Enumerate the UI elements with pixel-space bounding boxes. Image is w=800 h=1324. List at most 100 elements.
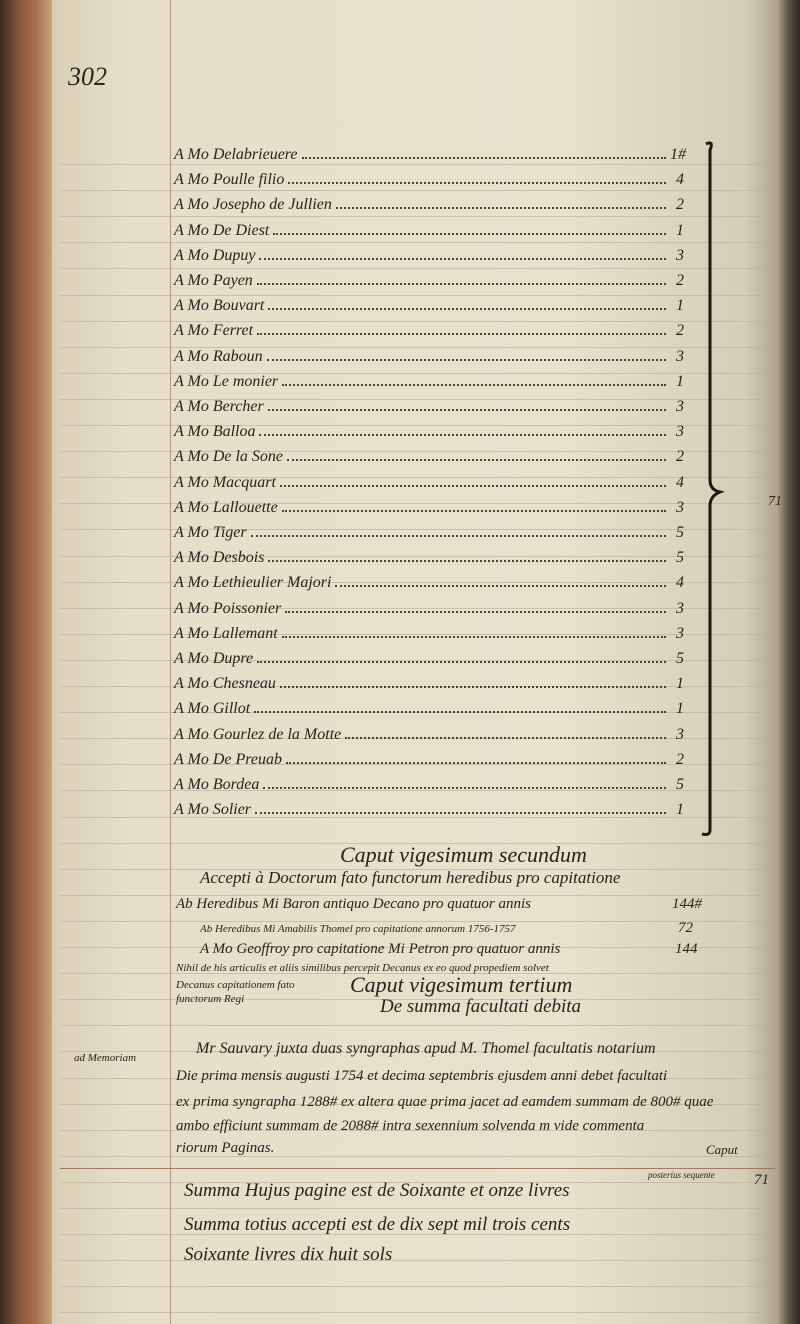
- payer-name: A Mo Raboun: [174, 348, 263, 365]
- payer-name: A Mo Dupre: [174, 650, 254, 667]
- payment-amount: 2: [676, 322, 684, 339]
- caput23-margin-note: ad Memoriam: [74, 1052, 137, 1064]
- ruled-line: [60, 451, 775, 452]
- ruled-line: [60, 999, 775, 1000]
- payment-amount: 3: [676, 600, 684, 617]
- ruled-line: [60, 634, 775, 635]
- leader-dots: [267, 409, 666, 411]
- caput22-note: Nihil de his articulis et aliis similibu…: [176, 962, 549, 974]
- payment-amount: 5: [676, 549, 684, 566]
- leader-dots: [263, 787, 666, 789]
- list-item: A Mo Gourlez de la Motte 3: [174, 720, 684, 744]
- payment-amount: 3: [676, 423, 684, 440]
- ruled-line: [60, 556, 775, 557]
- caput22-amount-3: 144: [675, 941, 698, 957]
- leader-dots: [288, 182, 666, 184]
- ruled-line: [60, 1260, 775, 1261]
- payment-amount: 1: [676, 700, 684, 717]
- payment-amount: 1: [676, 297, 684, 314]
- paragraph-line-5: riorum Paginas.: [176, 1140, 275, 1156]
- payer-name: A Mo Gourlez de la Motte: [174, 726, 342, 743]
- margin-line: [170, 0, 171, 1324]
- caput23-subtitle: De summa facultati debita: [380, 996, 582, 1017]
- list-item: A Mo Bordea 5: [174, 770, 684, 794]
- payer-name: A Mo Delabrieuere: [174, 146, 298, 163]
- leader-dots: [301, 157, 666, 159]
- leader-dots: [266, 359, 666, 361]
- leader-dots: [279, 485, 666, 487]
- payment-amount: 1: [676, 675, 684, 692]
- summary-side-number: 71: [754, 1172, 769, 1188]
- payer-name: A Mo Dupuy: [174, 247, 256, 264]
- caput22-entry-3: A Mo Geoffroy pro capitatione Mi Petron …: [200, 941, 561, 957]
- caput-catchword: Caput: [706, 1142, 738, 1157]
- ruled-line: [60, 399, 775, 400]
- caput22-title: Caput vigesimum secundum: [340, 842, 587, 867]
- ruled-line: [60, 216, 775, 217]
- paragraph-line-1: Mr Sauvary juxta duas syngraphas apud M.…: [196, 1040, 656, 1057]
- payer-name: A Mo De Diest: [174, 222, 270, 239]
- leader-dots: [282, 384, 666, 386]
- list-item: A Mo Solier 1: [174, 795, 684, 819]
- ruled-line: [60, 242, 775, 243]
- ruled-line: [60, 973, 775, 974]
- paragraph-line-4: ambo efficiunt summam de 2088# intra sex…: [176, 1118, 645, 1134]
- payer-name: A Mo Payen: [174, 272, 253, 289]
- ruled-line: [60, 947, 775, 948]
- payer-name: A Mo Bouvart: [174, 297, 265, 314]
- payment-amount: 5: [676, 524, 684, 541]
- leader-dots: [287, 459, 666, 461]
- ruled-line: [60, 1234, 775, 1235]
- caput22-margin-note: Decanus capitationem fato functorum Regi: [176, 979, 295, 1005]
- ruled-line: [60, 477, 775, 478]
- leader-dots: [335, 585, 666, 587]
- payer-name: A Mo Bercher: [174, 398, 264, 415]
- summary-line-1: Summa Hujus pagine est de Soixante et on…: [184, 1180, 570, 1201]
- paragraph-line-2: Die prima mensis augusti 1754 et decima …: [176, 1068, 668, 1084]
- payer-name: A Mo Le monier: [174, 373, 279, 390]
- ruled-line: [60, 503, 775, 504]
- caput22-entry-1: Ab Heredibus Mi Baron antiquo Decano pro…: [176, 896, 531, 912]
- summary-line-3: Soixante livres dix huit sols: [184, 1244, 393, 1265]
- list-item: A Mo Poulle filio 4: [174, 165, 684, 189]
- ruled-line: [60, 1025, 775, 1026]
- summary-divider: [60, 1168, 775, 1169]
- leader-dots: [254, 711, 666, 713]
- caput22-amount-2: 72: [678, 920, 693, 936]
- ruled-line: [60, 321, 775, 322]
- leader-dots: [279, 686, 666, 688]
- list-item: A Mo Lallemant 3: [174, 619, 684, 643]
- brace-total: 71: [768, 494, 782, 509]
- leader-dots: [250, 535, 666, 537]
- payment-amount: 3: [676, 348, 684, 365]
- caput22-amount-1: 144#: [672, 896, 702, 912]
- brace-bracket: [701, 141, 724, 836]
- caput22-entry-2: Ab Heredibus Mi Amabilis Thomel pro capi…: [200, 923, 516, 935]
- payment-amount: 2: [676, 448, 684, 465]
- payment-amount: 2: [676, 272, 684, 289]
- ruled-line: [60, 790, 775, 791]
- list-item: A Mo De Preuab 2: [174, 745, 684, 769]
- ruled-line: [60, 268, 775, 269]
- payment-amount: 1: [676, 222, 684, 239]
- leader-dots: [281, 636, 666, 638]
- ruled-line: [60, 1051, 775, 1052]
- book-edge: [0, 0, 52, 1324]
- leader-dots: [281, 510, 666, 512]
- payer-name: A Mo Solier: [174, 801, 252, 818]
- payer-name: A Mo Poissonier: [174, 600, 282, 617]
- payment-amount: 1: [676, 801, 684, 818]
- list-item: A Mo Dupre 5: [174, 644, 684, 668]
- payment-amount: 2: [676, 196, 684, 213]
- ruled-line: [60, 1130, 775, 1131]
- list-item: A Mo Josepho de Jullien 2: [174, 190, 684, 214]
- payment-amount: 4: [676, 474, 684, 491]
- list-item: A Mo Lallouette 3: [174, 493, 684, 517]
- payment-amount: 3: [676, 247, 684, 264]
- payer-name: A Mo Macquart: [174, 474, 276, 491]
- ruled-line: [60, 895, 775, 896]
- ruled-line: [60, 529, 775, 530]
- leader-dots: [268, 560, 666, 562]
- ruled-line: [60, 1286, 775, 1287]
- ruled-line: [60, 295, 775, 296]
